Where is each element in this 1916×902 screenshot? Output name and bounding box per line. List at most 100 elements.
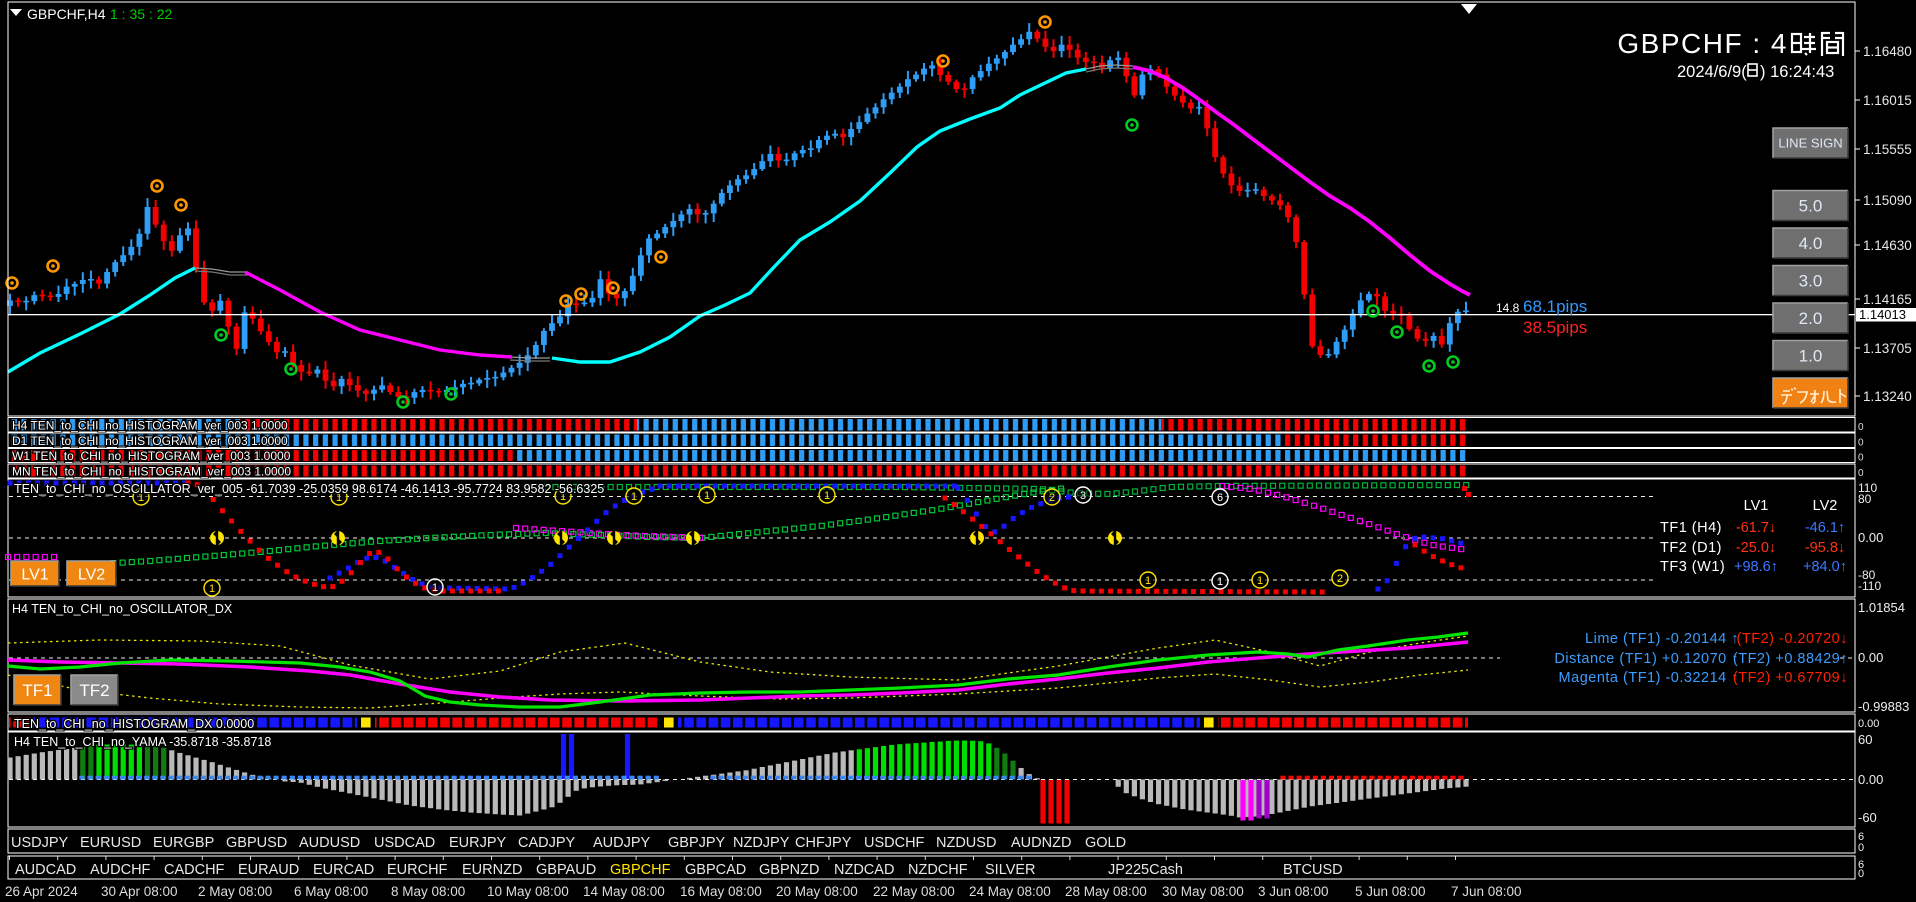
svg-text:1.15090: 1.15090 xyxy=(1863,193,1912,208)
svg-text:1.14630: 1.14630 xyxy=(1863,238,1912,253)
svg-text:TF3 (W1): TF3 (W1) xyxy=(1660,559,1725,575)
svg-text:14 May 08:00: 14 May 08:00 xyxy=(583,884,665,899)
svg-text:1: 1 xyxy=(432,582,438,594)
svg-text:30 Apr 08:00: 30 Apr 08:00 xyxy=(101,884,178,899)
svg-text:0: 0 xyxy=(1858,868,1864,880)
svg-text:1: 1 xyxy=(824,490,830,502)
svg-text:24 May 08:00: 24 May 08:00 xyxy=(969,884,1051,899)
svg-text:Distance (TF1) +0.12070 ↑: Distance (TF1) +0.12070 ↑ xyxy=(1554,651,1739,667)
svg-text:H4 TEN_to_CHI_no_YAMA -35.87: H4 TEN_to_CHI_no_YAMA -35.8718 -35.8718 xyxy=(14,735,271,749)
svg-text:1: 1 xyxy=(1145,575,1151,587)
svg-text:(TF2) -0.20720↓: (TF2) -0.20720↓ xyxy=(1737,631,1848,647)
svg-text:-60: -60 xyxy=(1858,810,1877,825)
svg-text:68.1pips: 68.1pips xyxy=(1523,297,1587,316)
svg-text:1.0: 1.0 xyxy=(1799,347,1823,366)
svg-text:0: 0 xyxy=(1858,468,1864,479)
svg-text:TF2 (D1): TF2 (D1) xyxy=(1660,540,1722,556)
svg-text:CADCHF: CADCHF xyxy=(164,862,225,878)
svg-text:MN TEN_to_CHI_no_HISTOGRAM_ver: MN TEN_to_CHI_no_HISTOGRAM_ver_003 1.000… xyxy=(12,465,291,479)
svg-text:8 May 08:00: 8 May 08:00 xyxy=(391,884,465,899)
svg-text:0: 0 xyxy=(1858,438,1864,449)
svg-text:1.13240: 1.13240 xyxy=(1863,389,1912,404)
svg-text:AUDCHF: AUDCHF xyxy=(90,862,151,878)
svg-text:38.5pips: 38.5pips xyxy=(1523,318,1587,337)
svg-text:22 May 08:00: 22 May 08:00 xyxy=(873,884,955,899)
svg-text:80: 80 xyxy=(1858,492,1872,506)
svg-text:0: 0 xyxy=(1858,422,1864,433)
svg-text:2.0: 2.0 xyxy=(1799,309,1823,328)
svg-text:EURGBP: EURGBP xyxy=(153,835,214,851)
svg-text:JP225Cash: JP225Cash xyxy=(1108,862,1183,878)
svg-text:TF2: TF2 xyxy=(79,681,109,700)
svg-text:-110: -110 xyxy=(1858,579,1881,593)
svg-text:-0.99883: -0.99883 xyxy=(1858,699,1909,714)
svg-text:LV2: LV2 xyxy=(78,566,105,583)
svg-text:AUDJPY: AUDJPY xyxy=(593,835,651,851)
svg-text:60: 60 xyxy=(1858,732,1872,747)
svg-text:GBPCAD: GBPCAD xyxy=(685,862,746,878)
svg-text:H4 TEN_to_CHI_no_OSCILLATOR_DX: H4 TEN_to_CHI_no_OSCILLATOR_DX xyxy=(12,602,233,616)
svg-text:26 Apr 2024: 26 Apr 2024 xyxy=(5,884,78,899)
svg-text:LINE SIGN: LINE SIGN xyxy=(1778,136,1842,151)
svg-text:EURCHF: EURCHF xyxy=(387,862,448,878)
svg-text:2024/6/9(: 2024/6/9( xyxy=(1677,63,1747,81)
svg-text:-80: -80 xyxy=(1858,568,1876,582)
svg-text:W1 TEN_to_CHI_no_HISTOGRAM_ver: W1 TEN_to_CHI_no_HISTOGRAM_ver_003 1.000… xyxy=(12,449,291,463)
svg-text:3: 3 xyxy=(1080,490,1086,502)
svg-text:TEN_to_CHI_no_HISTOGRAM_DX 0.0: TEN_to_CHI_no_HISTOGRAM_DX 0.0000 xyxy=(14,717,254,731)
svg-text:0: 0 xyxy=(1858,842,1864,854)
svg-text:+98.6↑: +98.6↑ xyxy=(1734,559,1778,575)
svg-text:GBPCHF : 4: GBPCHF : 4 xyxy=(1617,28,1788,59)
svg-text:AUDNZD: AUDNZD xyxy=(1011,835,1071,851)
svg-text:1.13705: 1.13705 xyxy=(1863,341,1912,356)
svg-text:CHFJPY: CHFJPY xyxy=(795,835,852,851)
svg-text:GBPNZD: GBPNZD xyxy=(759,862,819,878)
svg-text:-61.7↓: -61.7↓ xyxy=(1736,520,1776,536)
svg-text:NZDUSD: NZDUSD xyxy=(936,835,996,851)
svg-text:1: 1 xyxy=(138,492,144,504)
svg-text:1.15555: 1.15555 xyxy=(1863,142,1912,157)
svg-text:AUDUSD: AUDUSD xyxy=(299,835,360,851)
svg-text:2: 2 xyxy=(1049,492,1055,504)
svg-text:1: 1 xyxy=(704,490,710,502)
svg-text:1.01854: 1.01854 xyxy=(1858,600,1905,615)
svg-text:6: 6 xyxy=(1858,859,1864,871)
svg-text:6 May 08:00: 6 May 08:00 xyxy=(294,884,368,899)
svg-text:6: 6 xyxy=(1858,831,1864,843)
svg-text:GBPCHF: GBPCHF xyxy=(610,862,671,878)
svg-text:1: 1 xyxy=(1217,576,1223,588)
svg-text:NZDJPY: NZDJPY xyxy=(733,835,790,851)
svg-text:10 May 08:00: 10 May 08:00 xyxy=(487,884,569,899)
svg-text:GBPAUD: GBPAUD xyxy=(536,862,596,878)
svg-text:14.8: 14.8 xyxy=(1496,301,1520,315)
svg-text:1: 1 xyxy=(560,491,566,503)
svg-text:EURCAD: EURCAD xyxy=(313,862,374,878)
svg-text:6: 6 xyxy=(1217,492,1223,504)
svg-text:30 May 08:00: 30 May 08:00 xyxy=(1162,884,1244,899)
svg-text:Magenta (TF1) -0.32214 ↑: Magenta (TF1) -0.32214 ↑ xyxy=(1559,670,1739,686)
svg-text:2: 2 xyxy=(1337,573,1343,585)
svg-text:H4 TEN_to_CHI_no_HISTOGRAM_ver: H4 TEN_to_CHI_no_HISTOGRAM_ver_003 1.000… xyxy=(12,419,288,433)
svg-text:1.14013: 1.14013 xyxy=(1859,307,1906,322)
svg-text:GBPCHF,H4: GBPCHF,H4 xyxy=(27,6,106,22)
svg-text:3 Jun 08:00: 3 Jun 08:00 xyxy=(1258,884,1329,899)
svg-text:GBPUSD: GBPUSD xyxy=(226,835,287,851)
svg-text:16 May 08:00: 16 May 08:00 xyxy=(680,884,762,899)
svg-text:2 May 08:00: 2 May 08:00 xyxy=(198,884,272,899)
svg-text:1.14165: 1.14165 xyxy=(1863,292,1912,307)
svg-text:TEN_to_CHI_no_OSCILLATOR_ver_0: TEN_to_CHI_no_OSCILLATOR_ver_005 -61.703… xyxy=(14,482,604,496)
svg-text:1: 1 xyxy=(631,491,637,503)
svg-text:EURNZD: EURNZD xyxy=(462,862,522,878)
svg-text:-46.1↑: -46.1↑ xyxy=(1805,520,1845,536)
svg-text:LV1: LV1 xyxy=(1744,498,1769,514)
svg-text:7 Jun 08:00: 7 Jun 08:00 xyxy=(1451,884,1522,899)
svg-text:5.0: 5.0 xyxy=(1799,197,1823,216)
svg-text:D1 TEN_to_CHI_no_HISTOGRAM_ver: D1 TEN_to_CHI_no_HISTOGRAM_ver_003 1.000… xyxy=(12,434,288,448)
svg-text:) 16:24:43: ) 16:24:43 xyxy=(1760,63,1834,81)
svg-text:GBPJPY: GBPJPY xyxy=(668,835,726,851)
svg-text:0.00: 0.00 xyxy=(1858,650,1883,665)
svg-text:110: 110 xyxy=(1858,481,1877,495)
svg-text:EURUSD: EURUSD xyxy=(80,835,141,851)
svg-text:(TF2) +0.88429↑: (TF2) +0.88429↑ xyxy=(1733,651,1848,667)
svg-text:-25.0↓: -25.0↓ xyxy=(1736,540,1776,556)
